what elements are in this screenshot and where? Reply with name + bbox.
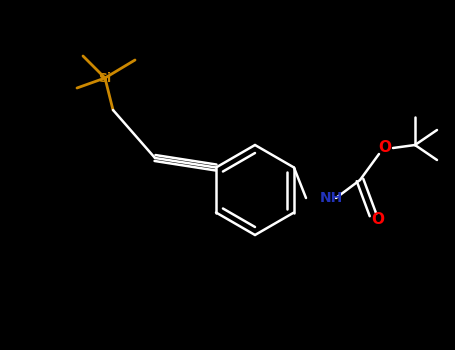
Text: Si: Si (98, 71, 111, 84)
Text: O: O (379, 140, 391, 155)
Text: O: O (371, 212, 384, 228)
Text: NH: NH (320, 191, 343, 205)
